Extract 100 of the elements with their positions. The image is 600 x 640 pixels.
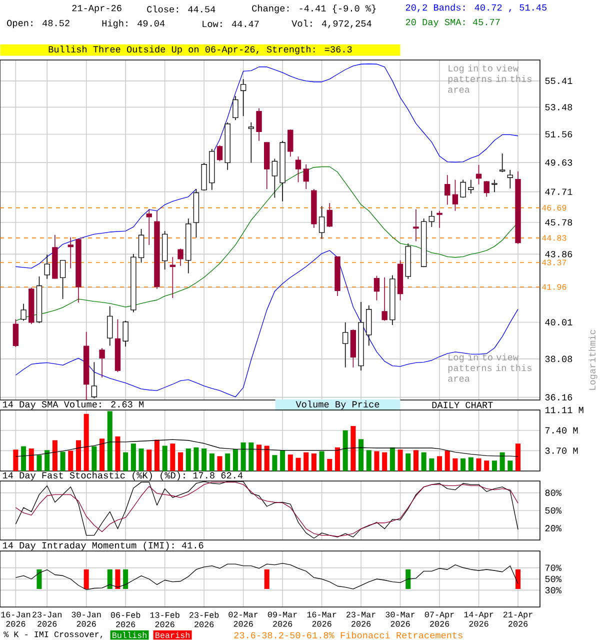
candlestick — [272, 158, 278, 198]
text: Bullish — [112, 632, 146, 638]
y-tick-label: 3.70 M — [545, 448, 578, 454]
bar — [421, 452, 426, 472]
y-tick-label: 50% — [545, 576, 562, 582]
text: Close: 44.54 — [147, 6, 216, 12]
bar — [146, 450, 152, 472]
x-tick-label: 07-Apr 2026 — [424, 612, 454, 627]
bar — [107, 411, 112, 472]
x-tick-label: 13-Feb 2026 — [150, 612, 180, 628]
y-tick-label: 49.63 — [545, 159, 572, 166]
y-tick-label: 36.16 — [545, 394, 572, 400]
bar — [21, 446, 26, 472]
text: 23.6-38.2-50-61.8% Fibonacci Retracements — [234, 632, 462, 638]
y-tick-label: 51.56 — [545, 131, 572, 138]
bar — [13, 450, 18, 472]
candlestick — [256, 108, 262, 142]
y-tick-label: 47.71 — [545, 188, 572, 195]
text: Change: -4.41 {-9.0 %} — [252, 4, 376, 14]
bar — [515, 444, 521, 472]
bar — [84, 414, 89, 472]
x-tick-label: 21-Apr 2026 — [503, 612, 532, 627]
bar — [460, 458, 466, 472]
ref-line-label: 44.83 — [542, 235, 566, 241]
bar — [272, 455, 278, 472]
candlestick — [44, 254, 50, 280]
candlestick — [492, 179, 498, 193]
candlestick — [499, 153, 506, 173]
bar — [342, 430, 348, 472]
candlestick — [428, 210, 435, 228]
bar — [406, 453, 411, 472]
chart-subtitle: Bullish Three Outside Up on 06-Apr-26, Strength: =36.3 — [48, 46, 352, 54]
bar — [138, 448, 144, 472]
y-tick-label: 70% — [545, 564, 562, 571]
candlestick — [122, 320, 128, 348]
candlestick — [240, 78, 246, 117]
y-tick-label: 7.40 M — [545, 427, 578, 434]
x-tick-label: 16-Mar 2026 — [307, 612, 336, 627]
bar — [437, 456, 442, 472]
candlestick — [444, 174, 450, 206]
ref-line-label: 46.69 — [542, 204, 566, 211]
bar — [202, 448, 207, 472]
bar — [508, 460, 513, 472]
bar — [248, 442, 254, 472]
x-tick-label: 30-Jan 2026 — [72, 612, 101, 627]
candlestick — [303, 164, 309, 190]
bar — [390, 447, 395, 472]
bar — [476, 458, 482, 472]
bar — [170, 444, 176, 472]
x-tick-label: 23-Feb 2026 — [190, 612, 219, 628]
text: Vol: 4,972,254 — [292, 20, 372, 28]
x-tick-label: 09-Mar 2026 — [268, 612, 297, 627]
bar — [304, 452, 309, 472]
x-tick-label: 16-Jan 2026 — [1, 612, 30, 627]
candlestick — [295, 156, 302, 183]
candlestick — [318, 206, 325, 240]
bar — [296, 458, 301, 472]
text: Low: 44.47 — [202, 20, 259, 28]
bar — [154, 440, 160, 472]
candlestick — [146, 208, 152, 246]
annotation: Log in to view patterns in this area — [448, 64, 532, 93]
x-tick-label: 23-Jan 2026 — [32, 612, 62, 627]
candlestick — [413, 208, 419, 242]
line-series — [15, 562, 518, 590]
bar — [240, 442, 246, 472]
bar — [217, 456, 222, 472]
bar — [327, 458, 332, 472]
bar — [68, 450, 74, 472]
candlestick — [170, 256, 176, 298]
y-tick-label: 20% — [545, 525, 562, 532]
candlestick — [60, 260, 66, 300]
candlestick — [484, 180, 490, 198]
legend-title: % K - IMI Crossover, — [4, 631, 102, 639]
bar — [44, 450, 50, 472]
bar — [76, 440, 81, 472]
y-tick-label: 11.11 M — [545, 406, 584, 414]
candlestick — [248, 122, 254, 164]
x-tick-label: 02-Mar 2026 — [228, 612, 258, 627]
bar — [444, 450, 450, 472]
bar — [186, 448, 191, 472]
candlestick — [232, 96, 238, 121]
y-axis-title: Logarithmic — [588, 330, 598, 390]
chart-title: 14 Day Intraday Momentum (IMI): 41.6 — [2, 542, 204, 550]
bar — [100, 438, 105, 472]
bar — [398, 450, 403, 472]
candlestick — [436, 210, 442, 228]
bar — [500, 452, 505, 472]
y-tick-label: 30% — [545, 587, 562, 594]
y-tick-label: 38.08 — [545, 356, 572, 362]
candlestick — [342, 322, 348, 368]
bar — [319, 451, 324, 472]
candlestick — [460, 179, 466, 198]
bar — [232, 449, 238, 472]
y-tick-label: 43.86 — [545, 251, 572, 258]
bar — [115, 436, 120, 472]
chart-title: 14 Day Fast Stochastic (%K) (%D): 17.8 62.4 — [2, 472, 243, 480]
ref-line-label: 43.37 — [542, 260, 566, 266]
bar — [162, 446, 168, 472]
bar — [374, 451, 380, 472]
bar — [484, 460, 490, 472]
